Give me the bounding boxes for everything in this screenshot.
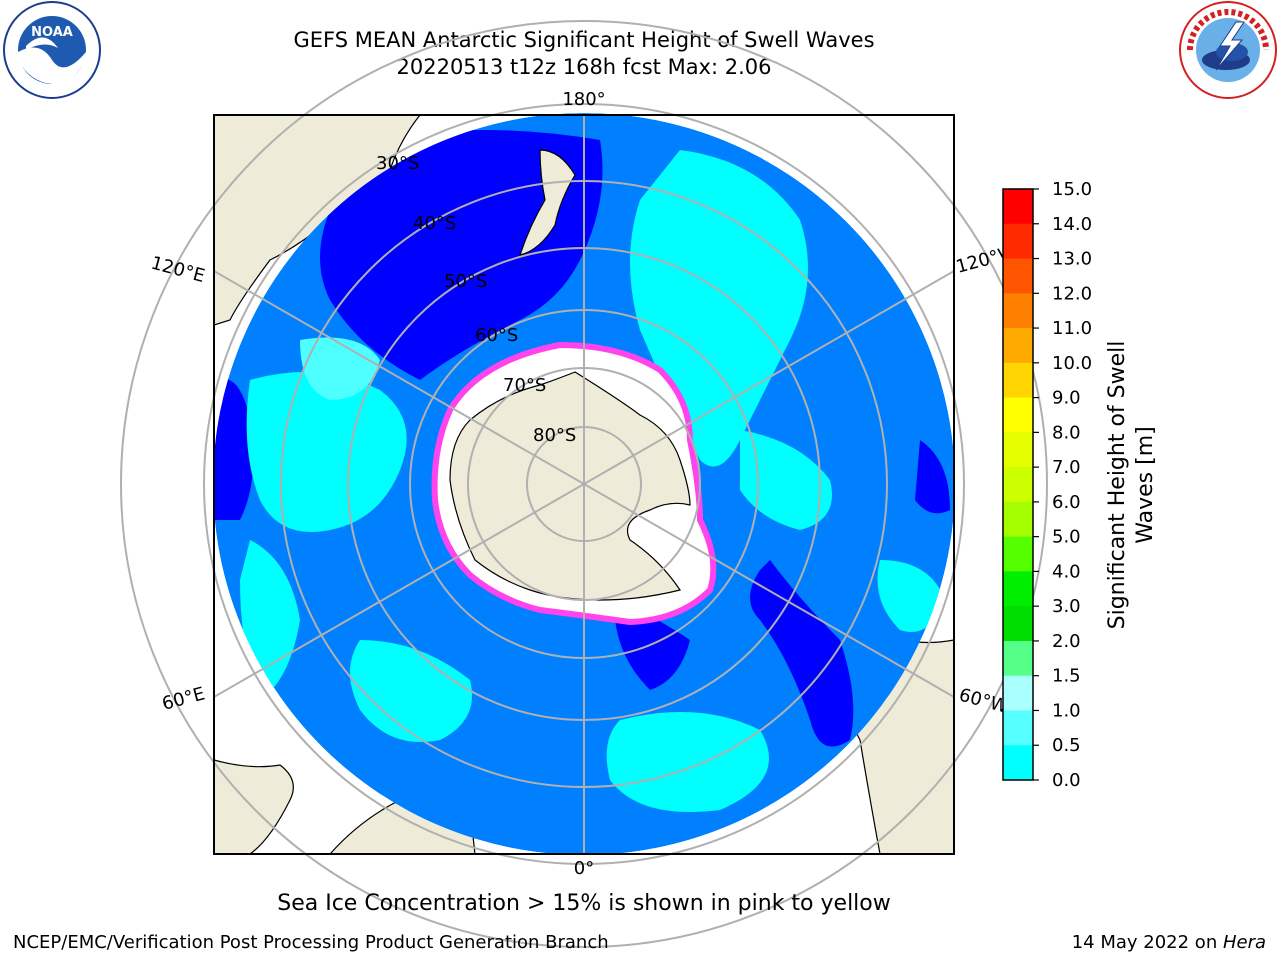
colorbar-segment bbox=[1003, 675, 1033, 711]
swell-band-low-4 bbox=[750, 560, 854, 747]
footer-date-text: 14 May 2022 on bbox=[1071, 932, 1223, 953]
noaa-logo-text: NOAA bbox=[31, 25, 73, 40]
colorbar-ticks: 15.0 14.0 13.0 12.0 11.0 10.0 9.0 8.0 7.0 6.0 5.0 4… bbox=[1033, 179, 1092, 791]
colorbar-tick-label: 5.0 bbox=[1052, 527, 1081, 548]
new-zealand-land bbox=[519, 149, 576, 256]
lat-label-30s: 30°S bbox=[376, 153, 419, 174]
colorbar-label-line2: Waves [m] bbox=[1133, 426, 1158, 543]
map-subtitle: 20220513 t12z 168h fcst Max: 2.06 bbox=[396, 55, 772, 79]
colorbar-tick-label: 7.0 bbox=[1052, 457, 1081, 478]
colorbar-segment bbox=[1003, 710, 1033, 746]
colorbar-segment bbox=[1003, 467, 1033, 503]
swell-band-low-1 bbox=[320, 130, 603, 380]
colorbar-tick-label: 9.0 bbox=[1052, 388, 1081, 409]
map-title: GEFS MEAN Antarctic Significant Height o… bbox=[293, 28, 875, 52]
longitude-grid bbox=[213, 115, 955, 854]
colorbar-tick-label: 1.5 bbox=[1052, 666, 1081, 687]
colorbar-tick-label: 15.0 bbox=[1052, 179, 1092, 200]
colorbar-segment bbox=[1003, 362, 1033, 399]
colorbar-segment bbox=[1003, 293, 1033, 329]
swell-band-high-2 bbox=[246, 372, 407, 532]
lon-label-0: 0° bbox=[574, 858, 594, 879]
lat-label-60s: 60°S bbox=[475, 325, 518, 346]
colorbar-tick-label: 12.0 bbox=[1052, 283, 1092, 304]
colorbar-tick-label: 14.0 bbox=[1052, 214, 1092, 235]
swell-band-higher-1 bbox=[300, 337, 380, 400]
nws-logo bbox=[1179, 1, 1277, 99]
colorbar-segment bbox=[1003, 397, 1033, 433]
colorbar-tick-label: 11.0 bbox=[1052, 318, 1092, 339]
colorbar-segment bbox=[1003, 432, 1033, 468]
noaa-logo: NOAA bbox=[3, 1, 101, 99]
swell-band-low-3 bbox=[915, 440, 950, 514]
colorbar-segment bbox=[1003, 223, 1033, 260]
swell-band-high-4 bbox=[350, 640, 472, 742]
lat-label-70s: 70°S bbox=[503, 375, 546, 396]
lat-label-80s: 80°S bbox=[533, 425, 576, 446]
colorbar-segment bbox=[1003, 501, 1033, 538]
swell-band-low-2 bbox=[214, 378, 254, 520]
colorbar-tick-label: 4.0 bbox=[1052, 561, 1081, 582]
swell-band-high-6 bbox=[740, 430, 832, 530]
colorbar-label-line1: Significant Height of Swell bbox=[1105, 341, 1130, 630]
colorbar-segment bbox=[1003, 640, 1033, 677]
colorbar-tick-label: 6.0 bbox=[1052, 492, 1081, 513]
colorbar-tick-label: 8.0 bbox=[1052, 422, 1081, 443]
lat-label-40s: 40°S bbox=[413, 213, 456, 234]
footer-date: 14 May 2022 on Hera bbox=[1072, 931, 1266, 955]
footer-branch: NCEP/EMC/Verification Post Processing Pr… bbox=[13, 932, 609, 953]
sea-ice-note: Sea Ice Concentration > 15% is shown in … bbox=[277, 891, 891, 916]
footer-host: Hera bbox=[1222, 932, 1266, 953]
colorbar-tick-label: 0.5 bbox=[1052, 735, 1081, 756]
colorbar-segment bbox=[1003, 745, 1033, 781]
colorbar-tick-label: 2.0 bbox=[1052, 631, 1081, 652]
colorbar-segment bbox=[1003, 606, 1033, 642]
colorbar-tick-label: 13.0 bbox=[1052, 249, 1092, 270]
colorbar-segment bbox=[1003, 258, 1033, 294]
colorbar-segments bbox=[1003, 189, 1033, 781]
colorbar-tick-label: 3.0 bbox=[1052, 596, 1081, 617]
colorbar-tick-label: 10.0 bbox=[1052, 353, 1092, 374]
map-frame bbox=[213, 114, 955, 855]
swell-band-high-5 bbox=[606, 712, 769, 812]
colorbar-tick-label: 0.0 bbox=[1052, 770, 1081, 791]
antarctica-land bbox=[449, 371, 691, 601]
colorbar-segment bbox=[1003, 189, 1033, 225]
colorbar-segment bbox=[1003, 328, 1033, 364]
colorbar-tick-label: 1.0 bbox=[1052, 700, 1081, 721]
colorbar-segment bbox=[1003, 571, 1033, 607]
colorbar-frame bbox=[1002, 188, 1034, 781]
lat-label-50s: 50°S bbox=[444, 271, 487, 292]
colorbar-segment bbox=[1003, 536, 1033, 572]
swell-band-high-7 bbox=[877, 560, 945, 632]
lon-label-180: 180° bbox=[562, 89, 605, 110]
